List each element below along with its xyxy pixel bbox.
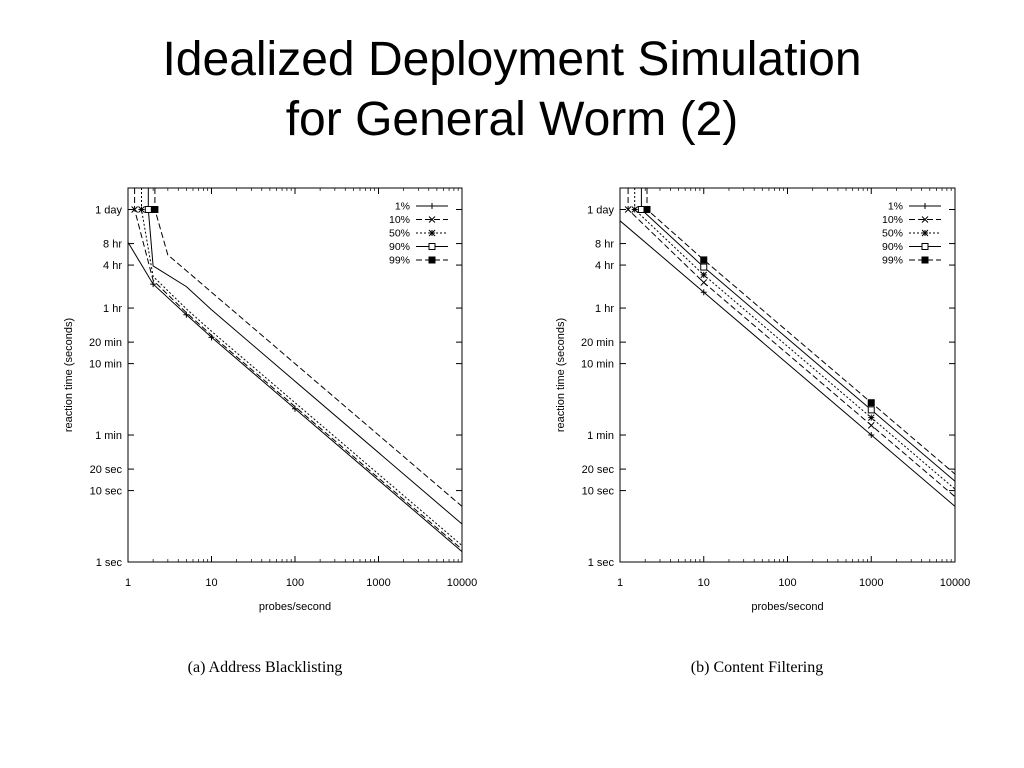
y-tick-label: 1 hr: [103, 303, 122, 315]
y-tick-label: 1 min: [587, 430, 614, 442]
legend-marker: [428, 256, 436, 264]
x-tick-label: 10000: [447, 577, 478, 589]
legend-marker: [921, 229, 929, 237]
series-group: [620, 188, 955, 507]
y-tick-label: 1 day: [95, 204, 122, 216]
series-point-2: [131, 206, 138, 213]
y-tick-label: 1 day: [587, 204, 614, 216]
legend-label: 1%: [888, 201, 903, 213]
chart-caption: (b) Content Filtering: [691, 659, 823, 676]
legend-label: 10%: [389, 214, 410, 226]
x-axis-label: probes/second: [751, 601, 823, 613]
legend-label: 90%: [882, 241, 903, 253]
legend-marker: [428, 243, 436, 250]
series-point-3: [867, 414, 875, 422]
series-point-1: [868, 432, 875, 439]
series-line-2: [627, 188, 955, 498]
series-point-1: [183, 311, 190, 318]
y-tick-label: 4 hr: [103, 260, 122, 272]
y-tick-label: 20 min: [581, 337, 614, 349]
series-point-4: [700, 263, 708, 271]
y-tick-label: 4 hr: [595, 260, 614, 272]
series-point-3: [700, 271, 708, 279]
x-tick-label: 100: [286, 577, 304, 589]
x-axis-label: probes/second: [259, 601, 331, 613]
legend-label: 10%: [882, 214, 903, 226]
legend-label: 1%: [395, 201, 410, 213]
x-tick-label: 100: [778, 577, 796, 589]
legend-label: 50%: [389, 228, 410, 240]
y-tick-label: 20 sec: [582, 464, 615, 476]
series-point-4: [867, 406, 875, 414]
series-point-3: [631, 206, 639, 213]
legend-marker: [921, 243, 929, 250]
series-point-4: [144, 205, 152, 213]
legend-label: 90%: [389, 241, 410, 253]
y-tick-label: 1 hr: [595, 303, 614, 315]
series-line-5: [154, 188, 462, 507]
legend-marker: [428, 229, 436, 237]
series-point-1: [150, 281, 157, 288]
y-tick-label: 10 min: [89, 359, 122, 371]
y-tick-label: 20 sec: [90, 464, 123, 476]
legend-marker: [921, 256, 929, 264]
legend: 1%10% 50%90% 99%: [882, 201, 941, 267]
legend-marker: [922, 203, 928, 209]
x-tick-label: 10000: [940, 577, 971, 589]
x-tick-label: 1: [125, 577, 131, 589]
y-tick-label: 1 sec: [588, 557, 615, 569]
chart-2: 1 10 100 1000 10000 1 sec 10 sec 20 sec 1 min 10 …: [555, 187, 971, 676]
chart-1: 1 10 100 1000 10000 1 sec 10 sec 20 sec 1 min 10 …: [63, 187, 478, 676]
series-point-2: [700, 279, 708, 286]
legend-label: 50%: [882, 228, 903, 240]
series-point-1: [700, 289, 707, 296]
plot-frame: [127, 187, 463, 563]
x-tick-label: 1000: [366, 577, 390, 589]
legend-marker: [428, 216, 436, 223]
y-tick-label: 8 hr: [595, 239, 614, 251]
series-point-2: [624, 206, 632, 213]
legend: 1%10% 50%90% 99%: [389, 201, 448, 267]
x-tick-label: 10: [205, 577, 217, 589]
series-line-5: [646, 188, 955, 475]
series-line-3: [141, 188, 462, 546]
y-tick-label: 1 min: [95, 430, 122, 442]
series-group: [128, 188, 462, 552]
x-tick-label: 10: [698, 577, 710, 589]
plot-frame: [619, 187, 956, 563]
y-tick-label: 1 sec: [96, 557, 123, 569]
series-point-5: [867, 399, 875, 407]
y-axis-label: reaction time (seconds): [63, 318, 75, 432]
slide-title: Idealized Deployment Simulation for Gene…: [0, 30, 1024, 150]
series-line-1: [128, 242, 462, 552]
x-tick-label: 1000: [859, 577, 883, 589]
legend-marker: [921, 216, 929, 223]
slide-title-line-2: for General Worm (2): [285, 93, 739, 146]
slide-title-line-1: Idealized Deployment Simulation: [162, 33, 862, 86]
series-point-4: [637, 205, 645, 213]
series-line-1: [620, 220, 955, 507]
series-line-4: [640, 188, 955, 482]
y-axis-label: reaction time (seconds): [555, 318, 567, 432]
y-tick-label: 8 hr: [103, 239, 122, 251]
legend-label: 99%: [882, 255, 903, 267]
chart-caption: (a) Address Blacklisting: [188, 659, 343, 676]
y-tick-label: 10 min: [581, 359, 614, 371]
series-point-5: [700, 256, 708, 264]
series-point-5: [643, 205, 651, 213]
series-line-2: [134, 188, 462, 550]
y-tick-label: 10 sec: [582, 486, 615, 498]
y-tick-label: 20 min: [89, 337, 122, 349]
x-tick-label: 1: [617, 577, 623, 589]
series-point-3: [138, 206, 145, 213]
series-point-2: [867, 421, 875, 429]
series-point-5: [151, 205, 159, 213]
y-tick-label: 10 sec: [90, 486, 123, 498]
series-line-4: [147, 188, 462, 525]
series-line-3: [634, 188, 955, 490]
legend-marker: [429, 203, 435, 209]
legend-label: 99%: [389, 255, 410, 267]
